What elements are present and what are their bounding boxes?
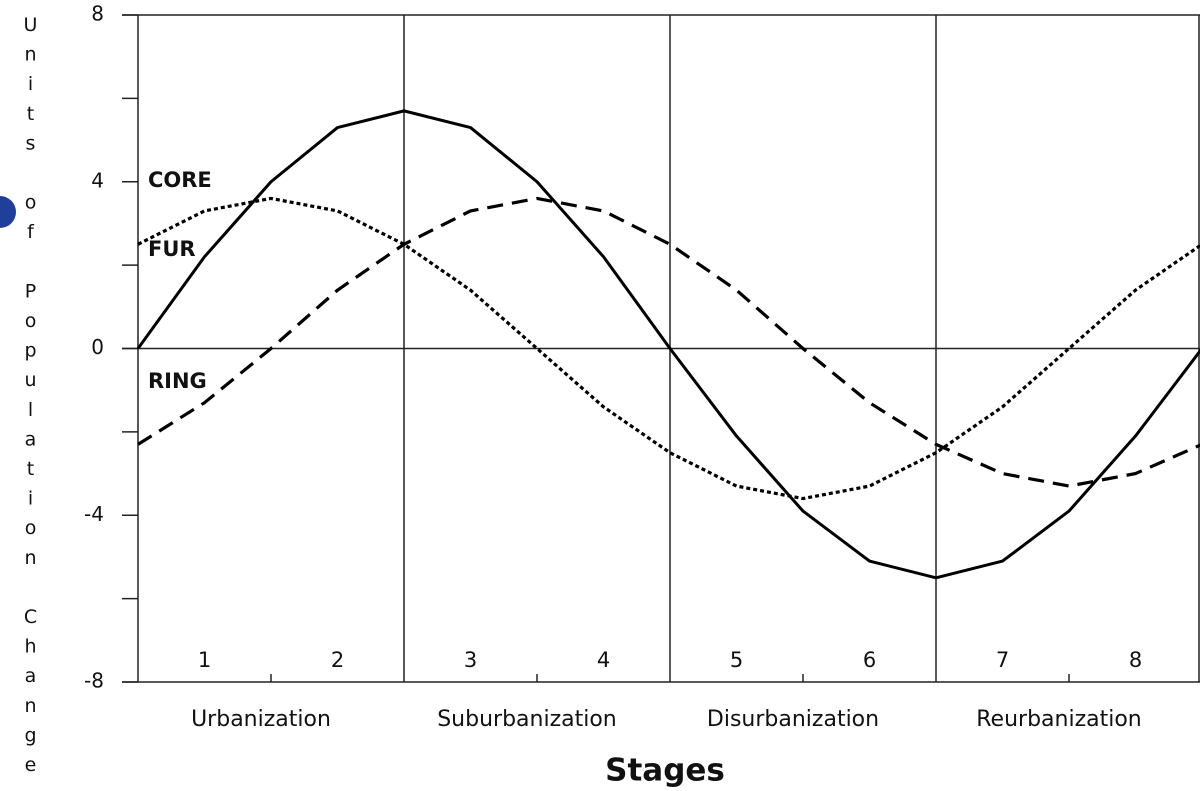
phase-label: Reurbanization xyxy=(976,707,1142,732)
stage-label: 2 xyxy=(331,648,344,672)
phase-label: Suburbanization xyxy=(437,707,617,732)
series-label: CORE xyxy=(148,168,212,192)
stage-label: 3 xyxy=(464,648,477,672)
stage-label: 4 xyxy=(597,648,610,672)
stage-label: 8 xyxy=(1129,648,1142,672)
x-axis-label: Stages xyxy=(605,753,725,789)
series-label: RING xyxy=(148,369,207,393)
y-tick-label: 8 xyxy=(91,2,104,26)
stage-label: 5 xyxy=(730,648,743,672)
y-tick-label: 0 xyxy=(91,335,104,359)
stage-label: 6 xyxy=(863,648,876,672)
y-tick-label: -8 xyxy=(84,669,104,693)
phase-label: Disurbanization xyxy=(707,707,879,732)
series-label: FUR xyxy=(148,237,196,261)
edge-fragment xyxy=(0,196,16,228)
stage-label: 1 xyxy=(198,648,211,672)
y-tick-label: 4 xyxy=(91,168,104,192)
y-tick-label: -4 xyxy=(84,502,104,526)
series-line xyxy=(137,196,1200,501)
y-axis-label: Units of Population Change xyxy=(20,14,42,784)
series-line xyxy=(136,109,1200,580)
series-line xyxy=(137,196,1200,488)
phase-label: Urbanization xyxy=(191,707,331,732)
stage-label: 7 xyxy=(996,648,1009,672)
